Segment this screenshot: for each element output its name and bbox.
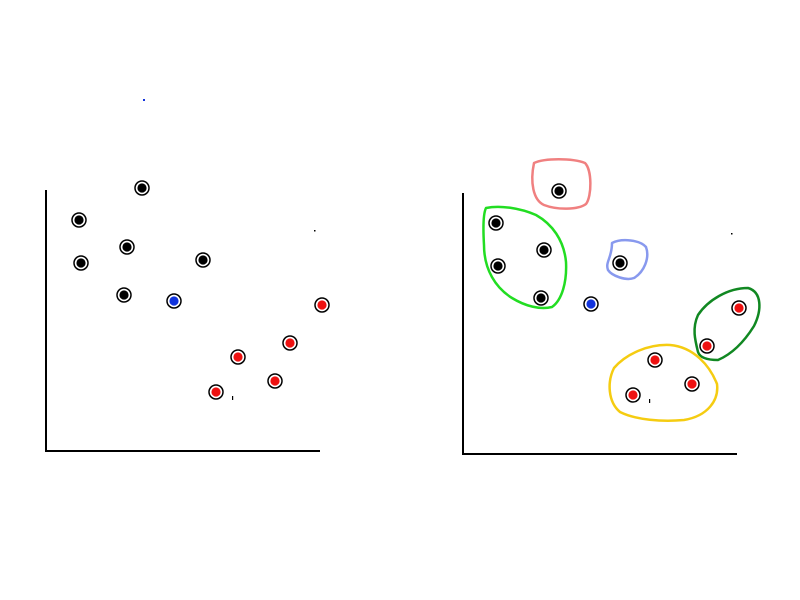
cluster-outline-yellow [608, 343, 719, 422]
cluster-outline-salmon [531, 158, 592, 210]
right-point-black [536, 242, 552, 258]
right-point-red [647, 352, 663, 368]
left-axes [45, 190, 320, 452]
right-point-blue [583, 296, 599, 312]
left-point-black [195, 252, 211, 268]
left-point-red [230, 349, 246, 365]
left-point-black [134, 180, 150, 196]
left-point-red [282, 335, 298, 351]
stray-marks [143, 99, 733, 403]
right-axes [462, 193, 737, 455]
left-point-red [208, 384, 224, 400]
left-point-black [71, 212, 87, 228]
right-point-black [490, 258, 506, 274]
left-point-red [314, 297, 330, 313]
right-panel-clustered [462, 158, 761, 455]
left-point-black [73, 255, 89, 271]
right-point-red [684, 376, 700, 392]
stray-speck [314, 230, 316, 232]
stray-speck [143, 99, 145, 101]
stray-speck [649, 399, 651, 403]
right-point-red [625, 387, 641, 403]
cluster-outline-lavender [606, 238, 649, 281]
left-point-black [119, 239, 135, 255]
right-point-red [699, 338, 715, 354]
left-point-red [267, 373, 283, 389]
cluster-outline-darkgreen [693, 286, 761, 362]
right-point-black [533, 290, 549, 306]
right-point-black [612, 255, 628, 271]
left-point-blue [166, 293, 182, 309]
left-panel-unclustered [45, 180, 330, 452]
left-point-black [116, 287, 132, 303]
cluster-outline-lime [482, 205, 568, 310]
right-point-black [551, 183, 567, 199]
stray-speck [731, 233, 733, 235]
right-point-red [731, 300, 747, 316]
stray-speck [232, 396, 234, 400]
right-point-black [488, 215, 504, 231]
